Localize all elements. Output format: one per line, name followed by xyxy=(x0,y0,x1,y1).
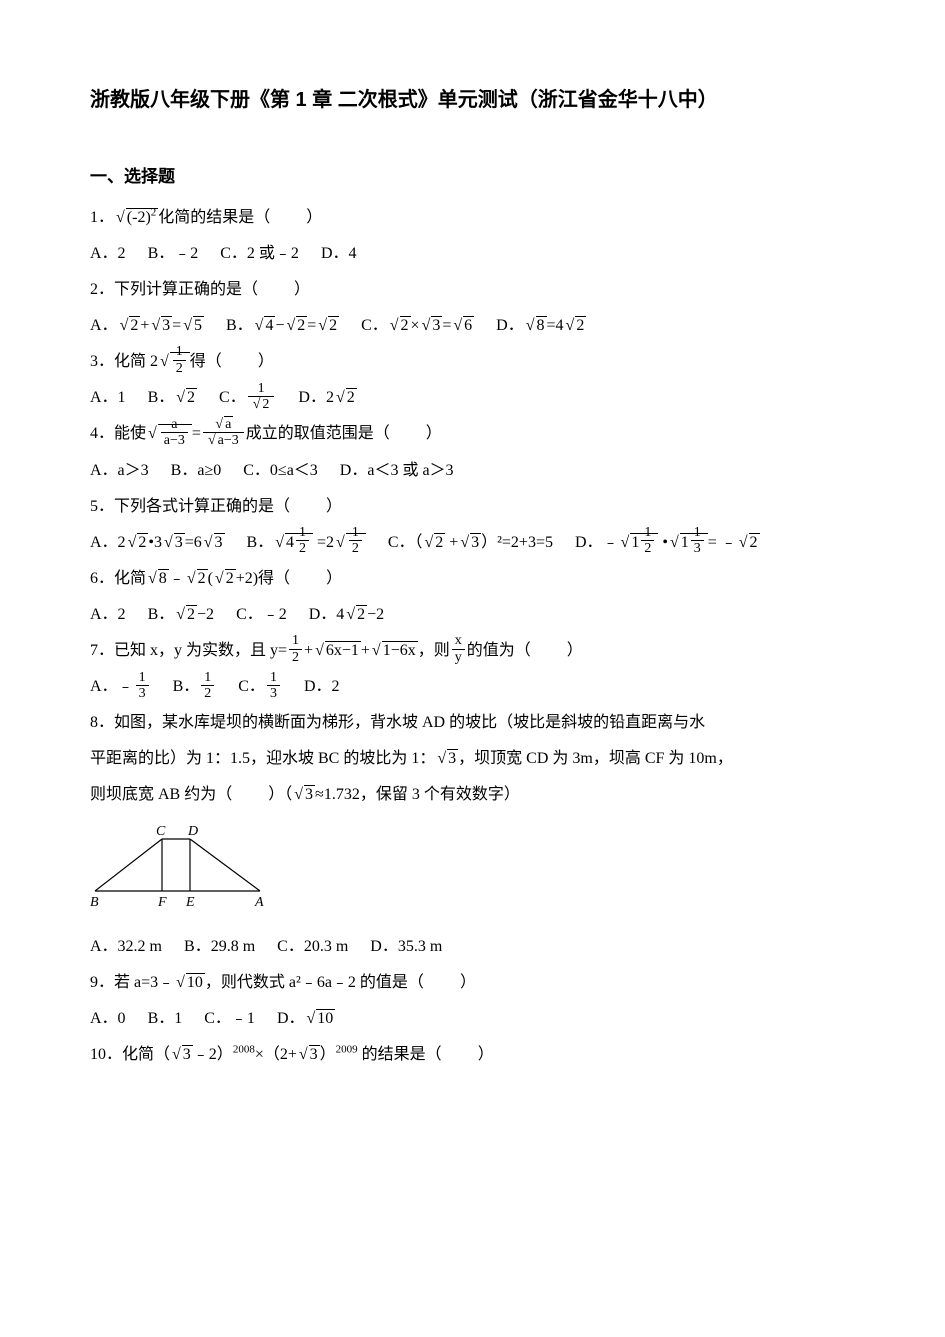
q5-opt-b: B．412 =212 xyxy=(247,534,366,551)
question-1: 1．(-2)2化简的结果是（ ） xyxy=(90,202,855,234)
q7-opt-a: A．﹣13 xyxy=(90,678,151,695)
question-8-line3: 则坝底宽 AB 约为（）（3≈1.732，保留 3 个有效数字） xyxy=(90,779,855,811)
q5-stem-end: ） xyxy=(326,498,342,515)
q2-stem: 2．下列计算正确的是（ xyxy=(90,281,258,298)
q4-opt-c: C．0≤a＜3 xyxy=(243,462,318,479)
q8-opt-b: B．29.8 m xyxy=(184,938,255,955)
q2-opt-b: B．4−2=2 xyxy=(226,317,339,334)
q1-opt-c: C．2 或﹣2 xyxy=(220,245,299,262)
q5-options: A．22•33=63 B．412 =212 C．（2 +3）²=2+3=5 D．… xyxy=(90,527,855,559)
svg-text:B: B xyxy=(90,895,99,910)
q6-options: A．2 B．2−2 C．﹣2 D．42−2 xyxy=(90,599,855,631)
q5-opt-d: D．﹣112 •113= ﹣2 xyxy=(575,534,760,551)
sqrt-neg2-sq: (-2)2 xyxy=(114,202,158,234)
q9-stem-prefix: 9．若 a=3﹣ xyxy=(90,974,174,991)
q9-opt-b: B．1 xyxy=(148,1010,183,1027)
question-9: 9．若 a=3﹣10，则代数式 a²﹣6a﹣2 的值是（） xyxy=(90,967,855,999)
q4-eq: = xyxy=(192,425,201,442)
q7-opt-c: C．13 xyxy=(238,678,282,695)
q6-stem-end: ） xyxy=(326,570,342,587)
q3-options: A．1 B．2 C．12 D．22 xyxy=(90,382,855,414)
frac-sqrt-a: aa−3 xyxy=(203,417,244,449)
question-4: 4．能使aa−3=aa−3成立的取值范围是（） xyxy=(90,418,855,450)
svg-text:D: D xyxy=(187,824,198,839)
q3-opt-a: A．1 xyxy=(90,389,126,406)
q8-opt-a: A．32.2 m xyxy=(90,938,162,955)
svg-text:A: A xyxy=(254,895,264,910)
svg-text:E: E xyxy=(185,895,195,910)
q9-opt-d: D．10 xyxy=(277,1010,335,1027)
q3-opt-d: D．22 xyxy=(298,389,356,406)
q9-stem-suffix: ，则代数式 a²﹣6a﹣2 的值是（ xyxy=(205,974,424,991)
question-10: 10．化简（3﹣2）2008×（2+3）2009 的结果是（） xyxy=(90,1039,855,1071)
question-8-line2: 平距离的比）为 1：1.5，迎水坡 BC 的坡比为 1：3，坝顶宽 CD 为 3… xyxy=(90,743,855,775)
question-8-line1: 8．如图，某水库堤坝的横断面为梯形，背水坡 AD 的坡比（坡比是斜坡的铅直距离与… xyxy=(90,707,855,739)
svg-text:C: C xyxy=(156,824,166,839)
q7-options: A．﹣13 B．12 C．13 D．2 xyxy=(90,671,855,703)
q4-options: A．a＞3 B．a≥0 C．0≤a＜3 D．a＜3 或 a＞3 xyxy=(90,455,855,487)
q1-stem-prefix: 1． xyxy=(90,209,114,226)
q1-stem-end: ） xyxy=(306,209,322,226)
q1-opt-b: B．﹣2 xyxy=(148,245,199,262)
q1-stem-suffix: 化简的结果是（ xyxy=(158,209,270,226)
q8-options: A．32.2 m B．29.8 m C．20.3 m D．35.3 m xyxy=(90,931,855,963)
q1-opt-a: A．2 xyxy=(90,245,126,262)
q7-opt-d: D．2 xyxy=(304,678,340,695)
q4-stem-suffix: 成立的取值范围是（ xyxy=(246,425,390,442)
svg-text:F: F xyxy=(157,895,167,910)
q6-opt-a: A．2 xyxy=(90,606,126,623)
q9-options: A．0 B．1 C．﹣1 D．10 xyxy=(90,1003,855,1035)
q2-stem-end: ） xyxy=(294,281,310,298)
q9-stem-end: ） xyxy=(460,974,476,991)
trapezoid-diagram: B F E A C D xyxy=(90,821,855,923)
q4-stem-end: ） xyxy=(426,425,442,442)
q5-opt-c: C．（2 +3）²=2+3=5 xyxy=(388,534,553,551)
q2-opt-c: C．2×3=6 xyxy=(361,317,474,334)
q7-opt-b: B．12 xyxy=(173,678,217,695)
q3-opt-b: B．2 xyxy=(148,389,197,406)
question-6: 6．化简8﹣2(2+2)得（） xyxy=(90,563,855,595)
question-7: 7．已知 x，y 为实数，且 y=12+6x−1+1−6x，则xy的值为（） xyxy=(90,635,855,667)
q10-stem-prefix: 10．化简（ xyxy=(90,1046,170,1063)
q8-opt-d: D．35.3 m xyxy=(370,938,442,955)
q8-opt-c: C．20.3 m xyxy=(277,938,348,955)
q4-opt-b: B．a≥0 xyxy=(171,462,222,479)
q7-stem-end: ） xyxy=(567,642,583,659)
question-3: 3．化简 212得（ ） xyxy=(90,346,855,378)
q4-opt-a: A．a＞3 xyxy=(90,462,149,479)
q9-opt-c: C．﹣1 xyxy=(204,1010,255,1027)
q3-opt-c: C．12 xyxy=(219,389,276,406)
q4-stem-prefix: 4．能使 xyxy=(90,425,146,442)
sqrt-frac-a: aa−3 xyxy=(146,418,192,450)
q6-opt-b: B．2−2 xyxy=(148,606,215,623)
sqrt-half: 12 xyxy=(158,346,190,378)
q3-stem-end: ） xyxy=(258,353,274,370)
q1-opt-d: D．4 xyxy=(321,245,357,262)
section-heading: 一、选择题 xyxy=(90,160,855,194)
q5-opt-a: A．22•33=63 xyxy=(90,534,225,551)
q10-stem-end: ） xyxy=(478,1046,494,1063)
q3-stem-suffix: 得（ xyxy=(190,353,222,370)
q4-opt-d: D．a＜3 或 a＞3 xyxy=(340,462,454,479)
q2-opt-a: A．2+3=5 xyxy=(90,317,204,334)
question-5: 5．下列各式计算正确的是（ ） xyxy=(90,491,855,523)
page-title: 浙教版八年级下册《第 1 章 二次根式》单元测试（浙江省金华十八中） xyxy=(90,80,855,120)
q7-stem-prefix: 7．已知 x，y 为实数，且 y= xyxy=(90,642,287,659)
q6-stem-prefix: 6．化简 xyxy=(90,570,146,587)
q9-opt-a: A．0 xyxy=(90,1010,126,1027)
q2-options: A．2+3=5 B．4−2=2 C．2×3=6 D．8=42 xyxy=(90,310,855,342)
q2-opt-d: D．8=42 xyxy=(496,317,586,334)
q6-opt-d: D．42−2 xyxy=(309,606,384,623)
trapezoid-svg: B F E A C D xyxy=(90,821,290,911)
q1-options: A．2 B．﹣2 C．2 或﹣2 D．4 xyxy=(90,238,855,270)
question-2: 2．下列计算正确的是（ ） xyxy=(90,274,855,306)
q6-opt-c: C．﹣2 xyxy=(236,606,287,623)
q5-stem: 5．下列各式计算正确的是（ xyxy=(90,498,290,515)
q3-stem-prefix: 3．化简 2 xyxy=(90,353,158,370)
